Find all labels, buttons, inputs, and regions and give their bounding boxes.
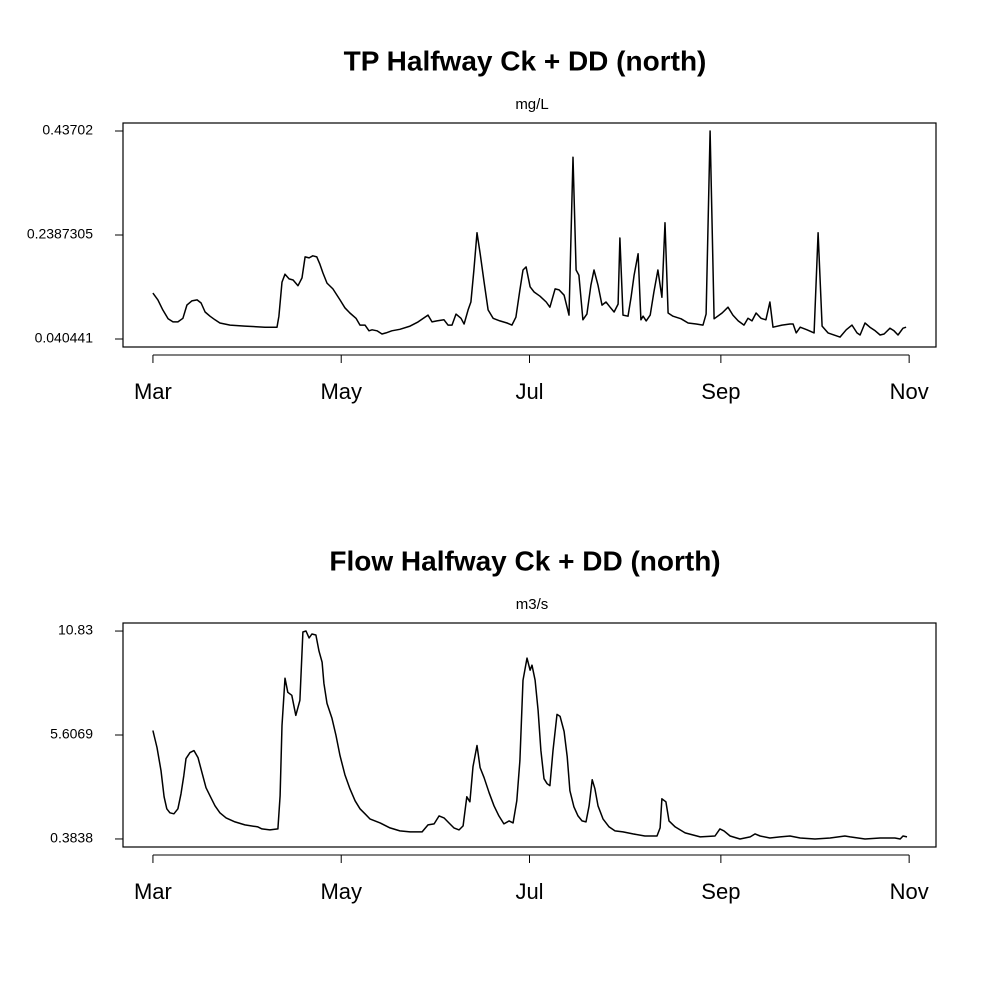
- chart-subtitle: mg/L: [515, 96, 548, 113]
- y-tick-label: 0.040441: [35, 330, 94, 346]
- x-tick-label: Sep: [701, 879, 740, 904]
- x-tick-label: Mar: [134, 379, 172, 404]
- plot-frame: [122, 122, 937, 348]
- x-tick-label: May: [320, 379, 362, 404]
- chart-title: Flow Halfway Ck + DD (north): [329, 545, 720, 576]
- x-tick-label: Jul: [515, 879, 543, 904]
- x-tick-label: Nov: [890, 379, 929, 404]
- y-tick-label: 5.6069: [50, 726, 93, 742]
- x-tick-label: Mar: [134, 879, 172, 904]
- y-tick-label: 0.3838: [50, 830, 93, 846]
- data-line: [152, 130, 907, 338]
- x-tick-label: Nov: [890, 879, 929, 904]
- x-tick-label: May: [320, 879, 362, 904]
- y-tick-label: 0.43702: [42, 122, 93, 138]
- x-tick-label: Jul: [515, 379, 543, 404]
- plot-frame: [122, 622, 937, 848]
- x-tick-label: Sep: [701, 379, 740, 404]
- y-tick-label: 0.2387305: [27, 226, 93, 242]
- y-tick-label: 10.83: [58, 622, 93, 638]
- chart-title: TP Halfway Ck + DD (north): [344, 45, 707, 76]
- data-line: [152, 630, 908, 840]
- chart-subtitle: m3/s: [516, 596, 549, 613]
